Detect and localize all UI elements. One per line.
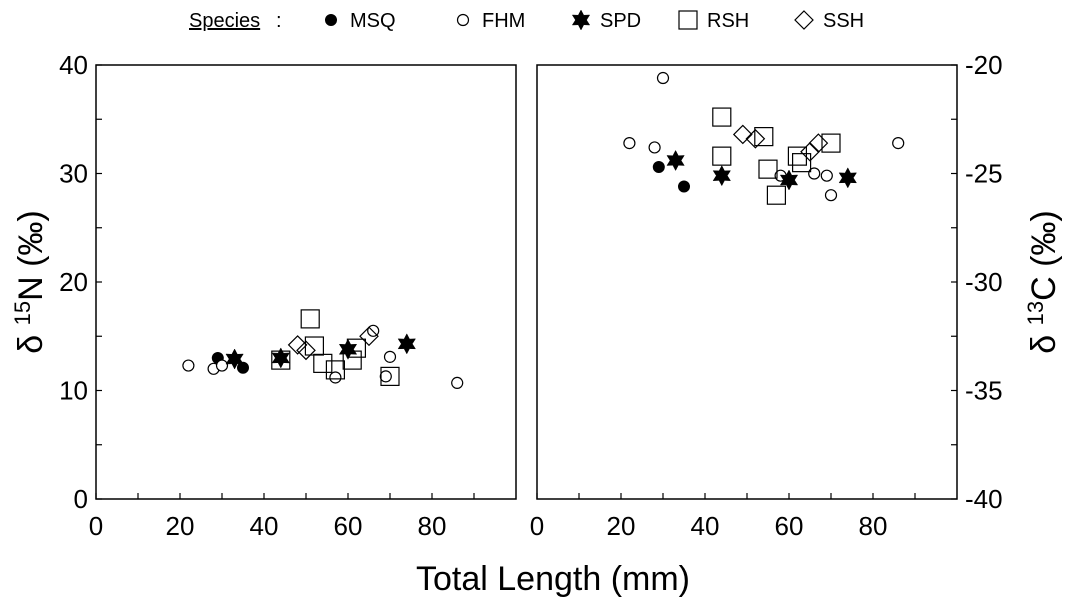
plot-frame bbox=[95, 64, 517, 500]
data-point-msq bbox=[237, 361, 249, 374]
data-point-ssh bbox=[359, 326, 379, 347]
data-point-rsh bbox=[712, 107, 732, 127]
data-point-fhm bbox=[824, 189, 838, 202]
data-point-spd bbox=[712, 165, 731, 187]
open-circle-icon bbox=[456, 13, 470, 27]
series-msq bbox=[652, 160, 690, 193]
series-ssh bbox=[732, 124, 829, 162]
y-tick-label: 10 bbox=[59, 376, 88, 406]
series-fhm bbox=[182, 324, 464, 390]
legend-title: Species bbox=[189, 10, 260, 32]
data-point-rsh bbox=[791, 153, 812, 173]
data-point-rsh bbox=[754, 127, 774, 147]
legend-label: FHM bbox=[482, 10, 525, 32]
data-point-ssh bbox=[287, 335, 308, 355]
data-point-ssh bbox=[296, 340, 316, 361]
data-point-rsh bbox=[300, 309, 320, 329]
data-point-msq bbox=[678, 180, 690, 193]
x-tick-label: 60 bbox=[775, 511, 804, 541]
legend-label: MSQ bbox=[350, 10, 396, 32]
x-tick-label: 40 bbox=[691, 511, 720, 541]
legend-item-spd: SPD bbox=[571, 9, 641, 32]
data-point-fhm bbox=[383, 350, 397, 363]
filled-circle-icon bbox=[325, 14, 337, 26]
y-tick-label: 30 bbox=[59, 159, 88, 189]
series-rsh bbox=[712, 107, 841, 205]
x-tick-label: 20 bbox=[166, 511, 195, 541]
data-point-rsh bbox=[346, 338, 366, 358]
data-point-rsh bbox=[766, 185, 787, 205]
y-tick-label: 40 bbox=[59, 50, 88, 80]
y-tick-label: 20 bbox=[59, 267, 88, 297]
series-fhm bbox=[623, 71, 905, 202]
data-point-fhm bbox=[215, 359, 229, 372]
data-point-spd bbox=[397, 333, 416, 355]
x-axis-label: Total Length (mm) bbox=[416, 560, 690, 598]
data-point-fhm bbox=[656, 71, 670, 85]
data-point-fhm bbox=[648, 141, 661, 154]
data-point-spd bbox=[225, 348, 244, 370]
data-point-rsh bbox=[304, 336, 324, 356]
series-spd bbox=[666, 149, 857, 191]
y-tick-label: -30 bbox=[965, 267, 1003, 297]
y-axis-label: δ 15N (‰) bbox=[10, 210, 50, 354]
data-point-spd bbox=[666, 149, 685, 172]
x-tick-label: 0 bbox=[530, 511, 544, 541]
data-point-rsh bbox=[758, 159, 778, 179]
data-point-rsh bbox=[313, 353, 333, 373]
data-point-fhm bbox=[329, 371, 342, 384]
open-square-icon bbox=[678, 10, 698, 30]
y-tick-label: -25 bbox=[965, 159, 1003, 189]
data-point-ssh bbox=[745, 128, 766, 149]
legend-label: SPD bbox=[600, 10, 641, 32]
left-panel-nitrogen: 0 20 40 60 80 0 10 20 30 40 δ 15N (‰) bbox=[10, 50, 517, 541]
x-tick-label: 20 bbox=[607, 511, 636, 541]
data-point-fhm bbox=[820, 169, 833, 182]
data-point-ssh bbox=[808, 133, 829, 153]
data-point-ssh bbox=[732, 124, 753, 145]
y-tick-label: -40 bbox=[965, 484, 1003, 514]
data-point-fhm bbox=[623, 137, 636, 150]
x-tick-label: 0 bbox=[89, 511, 103, 541]
data-point-fhm bbox=[808, 167, 821, 180]
data-point-fhm bbox=[182, 359, 195, 372]
legend-label: SSH bbox=[823, 10, 864, 32]
open-diamond-icon bbox=[794, 10, 814, 30]
data-point-rsh bbox=[712, 146, 732, 166]
series-spd bbox=[225, 333, 416, 370]
data-point-fhm bbox=[451, 376, 464, 390]
legend-label: RSH bbox=[707, 10, 749, 32]
filled-star-icon bbox=[571, 9, 591, 31]
data-point-spd bbox=[838, 167, 857, 189]
legend: Species : MSQ FHM SPD RSH SSH bbox=[189, 9, 864, 32]
y-tick-label: 0 bbox=[74, 484, 88, 514]
y-tick-label: -20 bbox=[965, 50, 1003, 80]
x-tick-label: 80 bbox=[418, 511, 447, 541]
legend-item-msq: MSQ bbox=[325, 10, 396, 32]
y-tick-label: -35 bbox=[965, 376, 1003, 406]
data-point-fhm bbox=[379, 370, 392, 383]
data-point-rsh bbox=[325, 360, 345, 380]
x-tick-label: 80 bbox=[859, 511, 888, 541]
data-point-rsh bbox=[787, 146, 808, 166]
data-point-rsh bbox=[821, 133, 841, 153]
data-point-rsh bbox=[342, 350, 362, 370]
legend-item-rsh: RSH bbox=[678, 10, 749, 32]
series-ssh bbox=[287, 326, 379, 361]
data-point-rsh bbox=[271, 350, 291, 370]
data-point-fhm bbox=[892, 137, 905, 150]
legend-colon: : bbox=[276, 10, 282, 32]
legend-item-ssh: SSH bbox=[794, 10, 864, 32]
x-tick-label: 60 bbox=[334, 511, 363, 541]
data-point-spd bbox=[779, 169, 799, 191]
right-panel-carbon: 0 20 40 60 80 -40 -35 -30 -25 -20 δ 13C (‰) bbox=[530, 50, 1063, 541]
x-tick-label: 40 bbox=[250, 511, 279, 541]
data-point-msq bbox=[652, 160, 665, 173]
data-point-rsh bbox=[380, 366, 400, 386]
data-point-ssh bbox=[800, 141, 820, 162]
y-axis-label: δ 13C (‰) bbox=[1023, 210, 1063, 354]
legend-item-fhm: FHM bbox=[456, 10, 525, 32]
data-point-spd bbox=[338, 338, 358, 360]
